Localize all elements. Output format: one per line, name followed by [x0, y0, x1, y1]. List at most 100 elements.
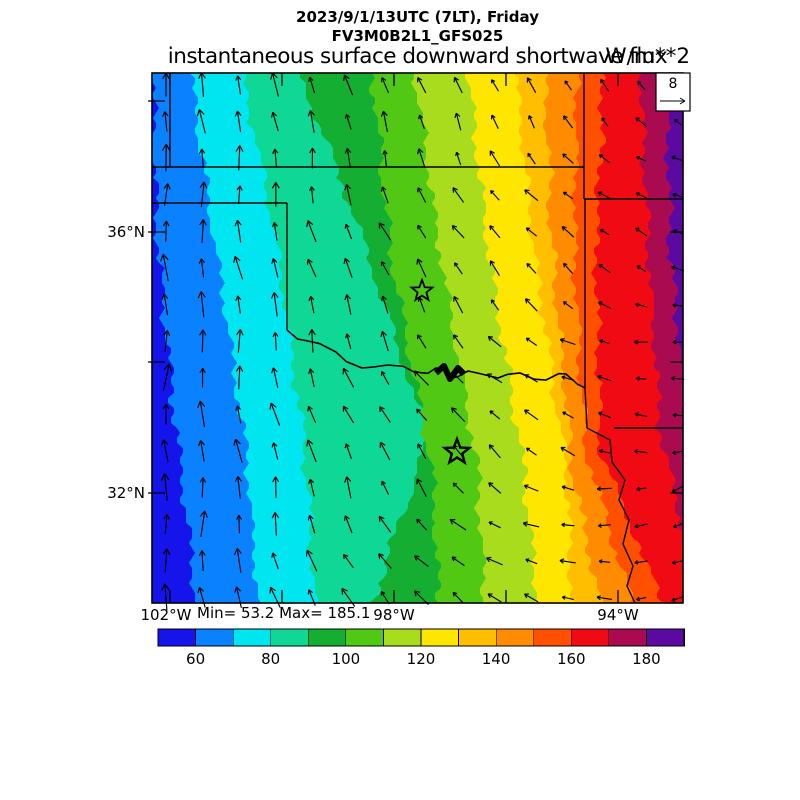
minmax-annotation: Min= 53.2 Max= 185.1: [197, 604, 371, 622]
wind-arrow: [525, 227, 537, 237]
wind-arrow: [672, 450, 684, 455]
units-label: W/m**2: [605, 44, 690, 69]
wind-arrow: [636, 155, 647, 162]
wind-arrow: [491, 79, 499, 92]
x-axis-label-102w: 102°W: [140, 606, 192, 624]
wind-arrow: [562, 301, 574, 310]
wind-arrow: [378, 515, 392, 533]
wind-arrow: [380, 330, 389, 352]
wind-arrow: [162, 363, 173, 392]
wind-arrow: [490, 189, 500, 201]
wind-reference-arrow: [660, 97, 686, 105]
wind-arrow: [525, 337, 538, 346]
lake-texoma: [434, 363, 467, 382]
wind-arrow: [308, 295, 315, 314]
wind-arrow: [270, 72, 280, 97]
wind-arrow: [487, 593, 502, 603]
state-borders: [152, 73, 683, 603]
colorbar-tick-label: 140: [482, 650, 511, 668]
wind-arrow: [563, 262, 574, 274]
wind-arrow: [489, 225, 501, 239]
wind-arrow: [234, 110, 242, 133]
wind-arrow: [309, 186, 315, 204]
wind-arrow: [528, 115, 535, 129]
wind-arrow: [416, 258, 427, 278]
wind-arrow: [271, 442, 279, 460]
colorbar-tick-label: 100: [332, 650, 361, 668]
colorbar-segment: [307, 628, 347, 647]
wind-arrow: [236, 185, 243, 205]
wind-arrow: [417, 187, 427, 203]
wind-arrow: [379, 406, 391, 423]
wind-arrow: [599, 449, 611, 454]
wind-arrow: [454, 262, 463, 275]
wind-arrow: [378, 222, 392, 241]
wind-arrow: [524, 298, 538, 312]
flux-band: [243, 73, 426, 603]
wind-arrow: [199, 329, 207, 353]
wind-arrow: [597, 191, 612, 200]
wind-arrow: [344, 147, 352, 169]
wind-arrow: [416, 478, 427, 497]
wind-arrow: [634, 412, 648, 418]
wind-arrow: [235, 365, 244, 390]
colorbar-segment: [232, 628, 272, 647]
wind-arrow: [451, 407, 466, 422]
wind-arrow: [598, 411, 611, 419]
wind-arrow: [486, 556, 503, 566]
wind-arrow: [524, 374, 538, 383]
wind-arrow: [562, 191, 574, 200]
wind-arrow: [526, 77, 537, 93]
wind-arrow: [414, 555, 429, 568]
wind-arrow: [271, 367, 279, 389]
wind-arrow: [489, 150, 501, 167]
wind-arrow: [635, 302, 648, 308]
wind-arrow: [271, 221, 278, 241]
wind-arrow: [269, 586, 281, 608]
wind-arrow: [489, 260, 500, 276]
wind-arrow: [523, 484, 539, 492]
wind-arrow: [272, 148, 279, 168]
flux-band: [189, 73, 318, 603]
colorbar-segment: [195, 628, 234, 647]
wind-arrow: [380, 590, 390, 605]
flux-band: [300, 73, 441, 603]
wind-arrow: [524, 593, 539, 603]
wind-arrow: [597, 301, 612, 309]
wind-reference-box: 8: [655, 72, 691, 112]
wind-arrow: [561, 225, 575, 238]
wind-arrow: [418, 114, 425, 129]
main-title: instantaneous surface downward shortwave…: [167, 44, 668, 69]
wind-arrow: [489, 410, 501, 420]
wind-arrow: [634, 523, 648, 529]
wind-arrow: [197, 291, 206, 318]
wind-arrow: [271, 552, 279, 570]
wind-arrow: [344, 294, 352, 315]
wind-arrow: [523, 409, 539, 421]
wind-arrow: [381, 480, 390, 495]
wind-arrow: [199, 477, 207, 498]
wind-arrow: [525, 447, 537, 456]
wind-arrow: [673, 118, 683, 126]
wind-arrow: [672, 339, 683, 345]
wind-arrow: [343, 257, 353, 278]
wind-arrow: [672, 192, 684, 198]
colorbar-tick-label: 60: [186, 650, 205, 668]
wind-arrow: [381, 295, 389, 314]
wind-arrow: [636, 486, 647, 492]
wind-arrow: [451, 556, 465, 567]
wind-arrow: [162, 220, 170, 242]
wind-arrow: [453, 76, 463, 94]
wind-arrow: [417, 148, 426, 168]
wind-arrow: [271, 182, 280, 207]
wind-arrow: [671, 155, 685, 162]
colorbar-segment: [420, 628, 460, 647]
wind-arrow: [416, 408, 428, 421]
wind-arrow: [272, 332, 279, 351]
wind-arrow: [344, 113, 352, 130]
wind-arrow: [344, 476, 352, 499]
wind-arrow: [672, 412, 683, 418]
wind-arrow: [453, 296, 464, 314]
wind-arrow: [563, 115, 574, 129]
